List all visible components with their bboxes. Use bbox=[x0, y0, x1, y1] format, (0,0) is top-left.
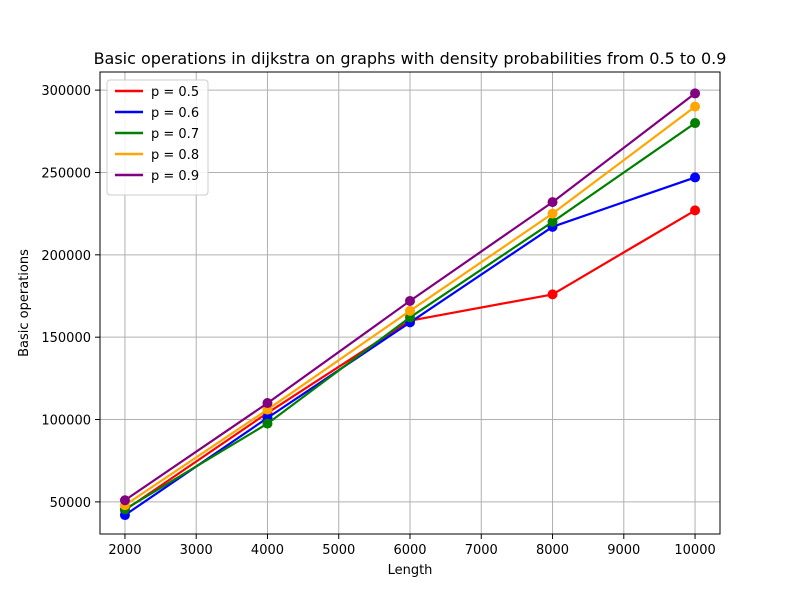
x-tick-label: 5000 bbox=[322, 543, 355, 558]
chart-title: Basic operations in dijkstra on graphs w… bbox=[94, 49, 727, 68]
x-axis-label: Length bbox=[388, 563, 433, 578]
series-5 bbox=[119, 88, 701, 506]
x-tick-label: 4000 bbox=[251, 543, 284, 558]
legend-label: p = 0.7 bbox=[151, 127, 199, 142]
x-tick-label: 9000 bbox=[607, 543, 640, 558]
data-point bbox=[690, 205, 701, 216]
series-layer bbox=[119, 88, 701, 521]
x-tick-label: 6000 bbox=[393, 543, 426, 558]
y-tick-label: 250000 bbox=[41, 166, 91, 181]
y-axis-label: Basic operations bbox=[17, 249, 32, 357]
legend-label: p = 0.9 bbox=[151, 169, 199, 184]
y-tick-label: 100000 bbox=[41, 414, 91, 429]
data-point bbox=[262, 418, 273, 429]
data-point bbox=[547, 208, 558, 219]
data-point bbox=[690, 88, 701, 99]
y-tick-label: 200000 bbox=[41, 249, 91, 264]
data-point bbox=[547, 289, 558, 300]
y-tick-label: 300000 bbox=[41, 84, 91, 99]
legend-label: p = 0.8 bbox=[151, 148, 199, 163]
data-point bbox=[547, 216, 558, 227]
y-tick-label: 150000 bbox=[41, 331, 91, 346]
data-point bbox=[690, 118, 701, 129]
data-point bbox=[119, 495, 130, 506]
x-tick-label: 3000 bbox=[180, 543, 213, 558]
x-tick-label: 7000 bbox=[465, 543, 498, 558]
data-point bbox=[405, 305, 415, 316]
legend-label: p = 0.6 bbox=[151, 106, 199, 121]
x-axis: 2000 3000 4000 5000 6000 7000 8000 9000 10000 bbox=[108, 534, 716, 558]
legend-box bbox=[106, 79, 209, 196]
data-point bbox=[262, 398, 273, 409]
legend-label: p = 0.5 bbox=[151, 85, 199, 100]
x-tick-label: 10000 bbox=[674, 543, 715, 558]
legend: p = 0.5 p = 0.6 p = 0.7 p = 0.8 p = 0.9 bbox=[106, 79, 209, 196]
x-tick-label: 2000 bbox=[108, 543, 141, 558]
data-point bbox=[405, 295, 415, 306]
data-point bbox=[690, 172, 701, 183]
y-axis: 50000 100000 150000 200000 250000 300000 bbox=[41, 84, 100, 511]
y-tick-label: 50000 bbox=[50, 496, 91, 511]
x-tick-label: 8000 bbox=[536, 543, 569, 558]
data-point bbox=[547, 197, 558, 208]
data-point bbox=[690, 101, 701, 112]
